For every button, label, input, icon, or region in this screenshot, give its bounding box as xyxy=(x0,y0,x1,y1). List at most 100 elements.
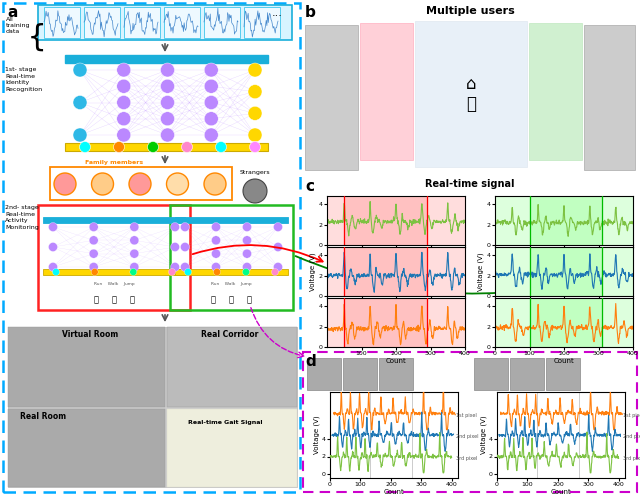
Bar xyxy=(43,269,185,275)
Circle shape xyxy=(204,173,226,195)
Circle shape xyxy=(204,79,218,93)
Y-axis label: Voltage (V): Voltage (V) xyxy=(314,416,321,454)
Text: Multiple users: Multiple users xyxy=(426,6,515,16)
Circle shape xyxy=(54,173,76,195)
Circle shape xyxy=(73,96,87,109)
Circle shape xyxy=(180,243,189,251)
Bar xyxy=(584,25,635,170)
Y-axis label: Voltage (V): Voltage (V) xyxy=(310,252,316,291)
Circle shape xyxy=(116,79,131,93)
Circle shape xyxy=(161,96,175,109)
Circle shape xyxy=(168,268,175,276)
Text: 2nd pixel: 2nd pixel xyxy=(623,434,640,439)
Text: Run    Walk    Jump: Run Walk Jump xyxy=(93,282,134,286)
Text: Family members: Family members xyxy=(85,160,143,165)
Circle shape xyxy=(129,173,151,195)
Circle shape xyxy=(243,236,252,245)
Circle shape xyxy=(79,142,90,152)
Circle shape xyxy=(130,236,139,245)
Bar xyxy=(344,247,427,296)
Circle shape xyxy=(243,222,252,232)
Text: 1st pixel: 1st pixel xyxy=(456,413,477,418)
Circle shape xyxy=(116,96,131,109)
Bar xyxy=(8,409,165,487)
Text: Run    Walk    Jump: Run Walk Jump xyxy=(211,282,252,286)
Circle shape xyxy=(243,249,252,258)
Circle shape xyxy=(170,222,179,232)
Bar xyxy=(529,298,602,347)
Bar xyxy=(44,7,80,38)
Text: All
training
data: All training data xyxy=(6,17,31,34)
Bar xyxy=(529,196,602,245)
Bar xyxy=(529,247,602,296)
Circle shape xyxy=(161,79,175,93)
Bar xyxy=(343,358,377,390)
Bar xyxy=(204,7,240,38)
Bar xyxy=(360,23,413,160)
Circle shape xyxy=(248,85,262,99)
Circle shape xyxy=(161,112,175,126)
Circle shape xyxy=(116,112,131,126)
Circle shape xyxy=(130,222,139,232)
Bar xyxy=(84,7,120,38)
Circle shape xyxy=(49,243,58,251)
Bar xyxy=(510,358,544,390)
Circle shape xyxy=(49,262,58,271)
Bar xyxy=(344,196,427,245)
Text: 🚶: 🚶 xyxy=(211,295,216,304)
Bar xyxy=(379,358,413,390)
Circle shape xyxy=(273,243,282,251)
Text: Walk: Walk xyxy=(356,394,378,403)
Circle shape xyxy=(113,142,125,152)
Bar xyxy=(344,298,427,347)
Bar xyxy=(65,55,268,63)
Text: {: { xyxy=(28,23,46,52)
X-axis label: Count: Count xyxy=(550,489,572,495)
Circle shape xyxy=(204,96,218,109)
Bar xyxy=(38,5,292,40)
Y-axis label: Voltage (V): Voltage (V) xyxy=(481,416,488,454)
Circle shape xyxy=(89,222,98,232)
Text: 🚶: 🚶 xyxy=(93,295,99,304)
Bar xyxy=(43,217,185,223)
Circle shape xyxy=(250,142,260,152)
Bar xyxy=(303,352,637,492)
Text: 🏃: 🏃 xyxy=(129,295,134,304)
Circle shape xyxy=(180,262,189,271)
Bar xyxy=(307,358,341,390)
Text: 2nd pixel: 2nd pixel xyxy=(456,434,479,439)
Text: 🚶: 🚶 xyxy=(229,295,234,304)
Circle shape xyxy=(182,142,193,152)
Text: Run: Run xyxy=(508,394,524,403)
Circle shape xyxy=(211,249,221,258)
Circle shape xyxy=(248,63,262,77)
Bar xyxy=(529,23,582,160)
X-axis label: Count: Count xyxy=(554,357,574,363)
Circle shape xyxy=(130,268,137,276)
Circle shape xyxy=(89,236,98,245)
Bar xyxy=(474,358,508,390)
Circle shape xyxy=(89,262,98,271)
Text: ⌂
📡: ⌂ 📡 xyxy=(466,75,476,113)
Circle shape xyxy=(184,268,191,276)
Bar xyxy=(38,205,190,310)
Text: d: d xyxy=(305,354,316,369)
Circle shape xyxy=(161,63,175,77)
Circle shape xyxy=(180,222,189,232)
Text: 3rd pixel: 3rd pixel xyxy=(623,456,640,461)
Circle shape xyxy=(73,63,87,77)
Circle shape xyxy=(147,142,159,152)
Text: Real Room: Real Room xyxy=(20,412,66,421)
Circle shape xyxy=(166,173,189,195)
Bar xyxy=(305,25,358,170)
Circle shape xyxy=(243,262,252,271)
Circle shape xyxy=(116,63,131,77)
Bar xyxy=(175,217,288,223)
Circle shape xyxy=(216,142,227,152)
Circle shape xyxy=(204,63,218,77)
Circle shape xyxy=(271,268,278,276)
Circle shape xyxy=(130,249,139,258)
Text: Virtual Room: Virtual Room xyxy=(62,330,118,339)
Text: ...: ... xyxy=(271,8,282,18)
X-axis label: Count: Count xyxy=(383,489,404,495)
